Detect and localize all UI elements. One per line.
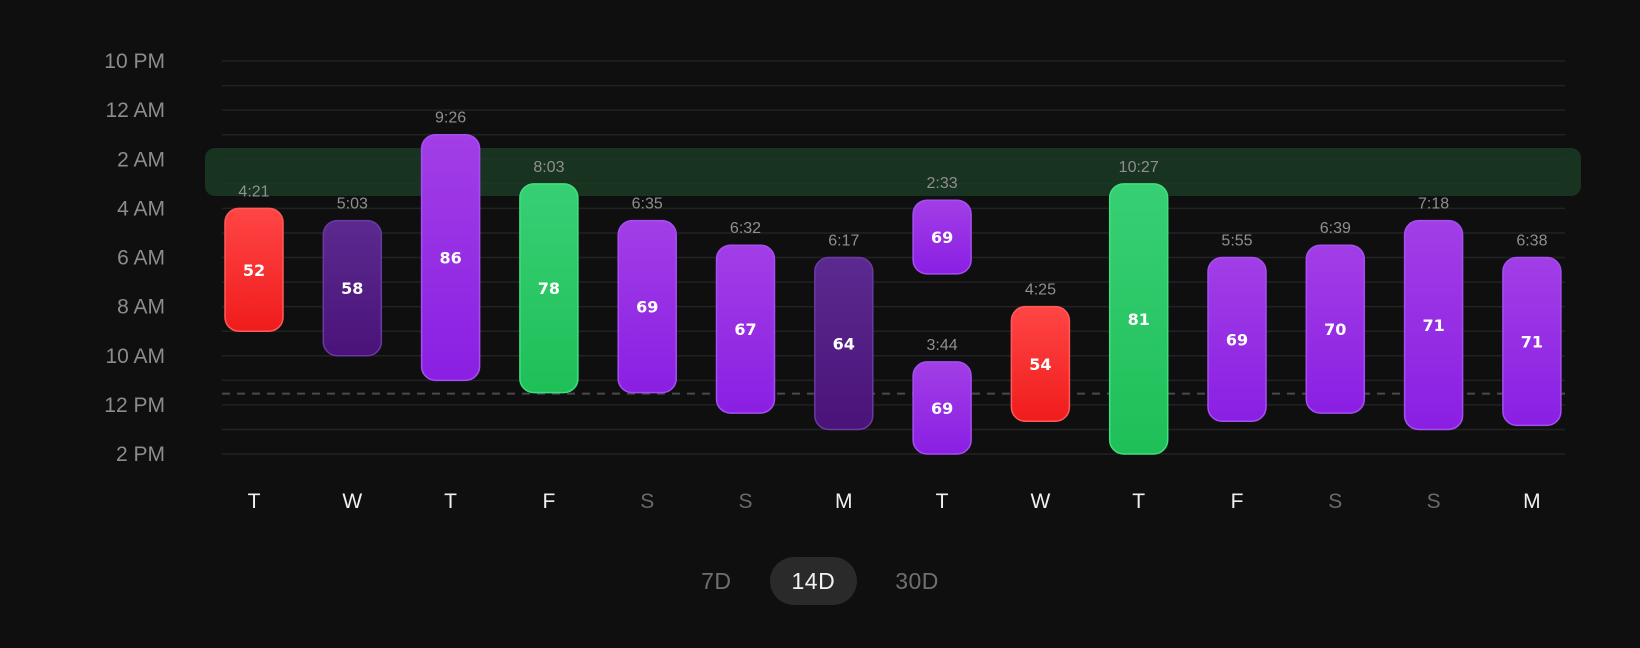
- day-label: F: [542, 490, 555, 513]
- y-tick-label: 4 AM: [117, 197, 165, 220]
- sleep-bar-group[interactable]: 64 6:17: [814, 233, 874, 431]
- range-tab-14d[interactable]: 14D: [769, 557, 858, 605]
- y-tick-label: 10 PM: [104, 50, 165, 73]
- sleep-bar-group[interactable]: 54 4:25: [1010, 282, 1071, 422]
- sleep-duration-label: 9:26: [435, 110, 466, 127]
- y-axis-labels: 10 PM 12 AM 2 AM 4 AM 6 AM 8 AM 10 AM 12 PM 2 PM: [104, 50, 165, 466]
- y-tick-label: 10 AM: [105, 345, 165, 368]
- sleep-bar-group[interactable]: 81 10:27: [1108, 159, 1169, 455]
- sleep-bar-group[interactable]: 52 4:21: [224, 183, 284, 332]
- y-tick-label: 8 AM: [117, 296, 165, 319]
- sleep-bar[interactable]: [322, 219, 383, 357]
- sleep-bar[interactable]: [519, 183, 579, 394]
- sleep-bar-group[interactable]: 69 5:55: [1207, 233, 1267, 422]
- y-tick-label: 2 PM: [116, 443, 165, 466]
- sleep-bar[interactable]: [420, 133, 481, 382]
- sleep-bar-group[interactable]: 86 9:26: [420, 110, 481, 382]
- sleep-duration-label: 6:39: [1320, 220, 1351, 237]
- sleep-score-label: 69: [931, 228, 953, 247]
- sleep-bar-group[interactable]: 69 6:35: [617, 196, 677, 394]
- sleep-bar[interactable]: [1010, 305, 1071, 422]
- sleep-duration-label: 4:21: [238, 183, 269, 200]
- day-label: W: [1030, 490, 1050, 513]
- day-label: M: [1523, 490, 1541, 513]
- sleep-duration-label: 6:38: [1516, 233, 1547, 250]
- y-tick-label: 6 AM: [117, 247, 165, 270]
- day-label: T: [444, 490, 457, 513]
- target-sleep-band: [205, 148, 1581, 196]
- sleep-score-label: 58: [341, 279, 363, 298]
- sleep-duration-label: 7:18: [1418, 196, 1449, 213]
- sleep-score-label: 78: [538, 279, 560, 298]
- sleep-bar[interactable]: [617, 219, 677, 394]
- day-label: W: [342, 490, 362, 513]
- day-label: F: [1231, 490, 1244, 513]
- sleep-bar-group[interactable]: 71 6:38: [1502, 233, 1562, 427]
- day-label: S: [640, 490, 654, 513]
- sleep-duration-label: 3:44: [927, 337, 958, 354]
- sleep-bar[interactable]: [1207, 256, 1267, 422]
- sleep-bar[interactable]: [1108, 183, 1169, 455]
- day-label: S: [738, 490, 752, 513]
- sleep-duration-label: 10:27: [1119, 159, 1159, 176]
- sleep-score-label: 52: [243, 261, 265, 280]
- sleep-bar-group[interactable]: 67 6:32: [715, 220, 776, 414]
- sleep-score-label: 86: [439, 249, 461, 268]
- sleep-bar-group[interactable]: 58 5:03: [322, 196, 383, 357]
- sleep-bar[interactable]: [912, 199, 972, 275]
- sleep-score-label: 70: [1324, 320, 1346, 339]
- sleep-bar[interactable]: [814, 256, 874, 431]
- sleep-duration-label: 5:03: [337, 196, 368, 213]
- y-tick-label: 2 AM: [117, 148, 165, 171]
- sleep-bar[interactable]: [1403, 219, 1464, 431]
- sleep-score-label: 71: [1422, 316, 1444, 335]
- sleep-duration-label: 6:17: [828, 233, 859, 250]
- sleep-bars: 52 4:21 58 5:03 86 9:26 78 8:03 69 6:35 67 6:32 64 6:…: [224, 110, 1562, 455]
- sleep-range-chart: 10 PM 12 AM 2 AM 4 AM 6 AM 8 AM 10 AM 12 PM 2 PM…: [104, 50, 1581, 513]
- sleep-score-label: 71: [1521, 332, 1543, 351]
- sleep-bar-group[interactable]: 69 2:33: [912, 175, 972, 275]
- sleep-score-label: 64: [833, 334, 855, 353]
- sleep-duration-label: 6:32: [730, 220, 761, 237]
- sleep-bar[interactable]: [1305, 244, 1366, 414]
- sleep-score-label: 69: [931, 399, 953, 418]
- sleep-bar[interactable]: [715, 244, 776, 414]
- sleep-score-label: 69: [1226, 330, 1248, 349]
- sleep-duration-label: 6:35: [632, 196, 663, 213]
- sleep-duration-label: 4:25: [1025, 282, 1056, 299]
- day-label: T: [1132, 490, 1145, 513]
- day-label: S: [1328, 490, 1342, 513]
- target-band-rect: [205, 148, 1581, 196]
- sleep-bar-group[interactable]: 71 7:18: [1403, 196, 1464, 431]
- range-selector: 7D 14D 30D: [0, 556, 1640, 606]
- range-tab-7d[interactable]: 7D: [701, 568, 732, 594]
- sleep-score-label: 67: [734, 320, 756, 339]
- sleep-bar[interactable]: [1502, 256, 1562, 427]
- sleep-bar-group[interactable]: 78 8:03: [519, 159, 579, 394]
- y-tick-label: 12 PM: [104, 394, 165, 417]
- range-tab-30d[interactable]: 30D: [895, 568, 939, 594]
- y-tick-label: 12 AM: [105, 99, 165, 122]
- sleep-duration-label: 2:33: [927, 175, 958, 192]
- day-label: M: [835, 490, 853, 513]
- day-label: T: [248, 490, 261, 513]
- sleep-bar[interactable]: [224, 207, 284, 332]
- day-label: T: [936, 490, 949, 513]
- sleep-duration-label: 8:03: [533, 159, 564, 176]
- sleep-duration-label: 5:55: [1221, 233, 1252, 250]
- sleep-score-label: 54: [1029, 355, 1051, 374]
- sleep-bar-group[interactable]: 70 6:39: [1305, 220, 1366, 414]
- day-label: S: [1427, 490, 1441, 513]
- sleep-score-label: 69: [636, 298, 658, 317]
- sleep-bar[interactable]: [912, 361, 972, 455]
- sleep-score-label: 81: [1128, 310, 1150, 329]
- sleep-bar-group[interactable]: 69 3:44: [912, 337, 972, 455]
